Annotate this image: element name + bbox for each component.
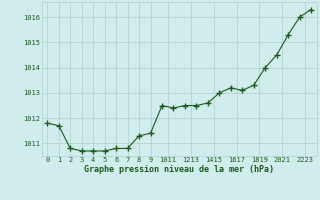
X-axis label: Graphe pression niveau de la mer (hPa): Graphe pression niveau de la mer (hPa)	[84, 165, 274, 174]
